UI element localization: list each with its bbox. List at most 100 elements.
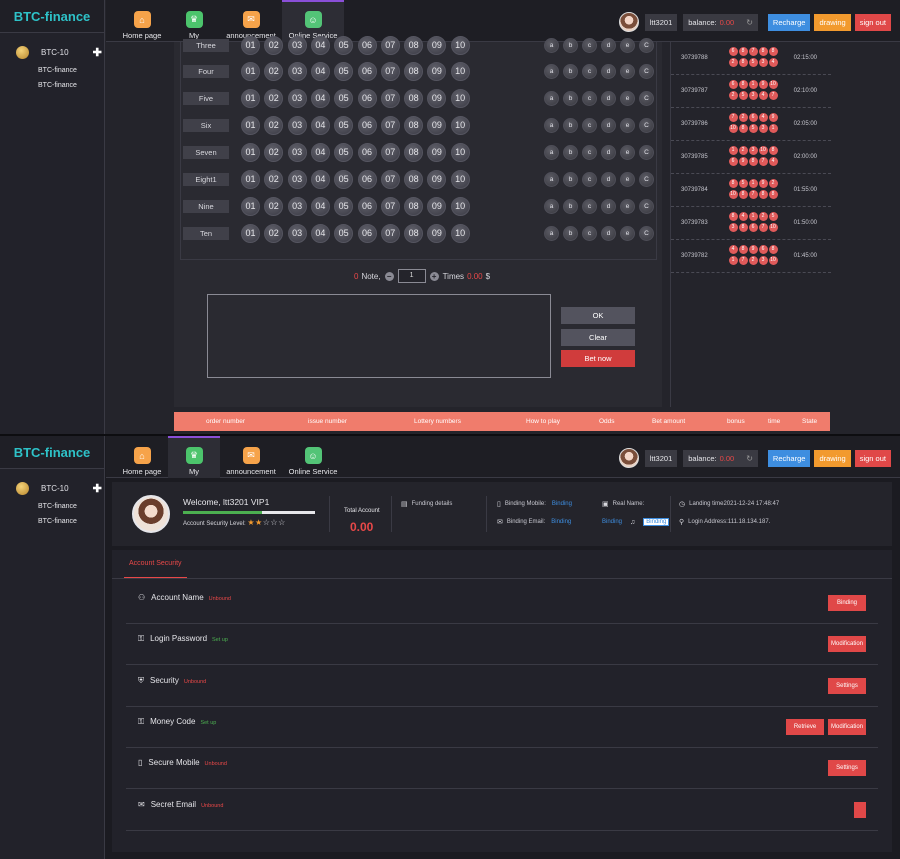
option-ball[interactable]: e bbox=[620, 64, 635, 79]
number-ball[interactable]: 01 bbox=[241, 224, 260, 243]
number-ball[interactable]: 02 bbox=[264, 143, 284, 162]
bet-textarea[interactable] bbox=[207, 294, 551, 378]
number-ball[interactable]: 05 bbox=[334, 89, 354, 108]
option-ball[interactable]: e bbox=[620, 145, 635, 160]
sidebar-item[interactable]: BTC-finance bbox=[38, 82, 77, 89]
number-ball[interactable]: 05 bbox=[334, 62, 354, 81]
option-ball[interactable]: C bbox=[639, 91, 654, 106]
times-input[interactable]: 1 bbox=[397, 269, 426, 283]
number-ball[interactable]: 02 bbox=[264, 36, 284, 55]
minus-icon[interactable]: − bbox=[384, 271, 394, 281]
number-ball[interactable]: 05 bbox=[334, 116, 354, 135]
plus-icon[interactable]: ✚ bbox=[92, 483, 102, 495]
option-ball[interactable]: b bbox=[563, 118, 578, 133]
refresh-icon[interactable]: ↻ bbox=[746, 453, 753, 463]
number-ball[interactable]: 02 bbox=[264, 89, 284, 108]
option-ball[interactable]: c bbox=[582, 172, 597, 187]
option-ball[interactable]: e bbox=[620, 226, 635, 241]
number-ball[interactable]: 04 bbox=[310, 197, 330, 216]
number-ball[interactable]: 08 bbox=[404, 89, 424, 108]
number-ball[interactable]: 10 bbox=[450, 170, 470, 189]
number-ball[interactable]: 08 bbox=[404, 36, 424, 55]
number-ball[interactable]: 04 bbox=[310, 143, 330, 162]
number-ball[interactable]: 01 bbox=[241, 197, 260, 216]
option-ball[interactable]: a bbox=[544, 145, 559, 160]
option-ball[interactable]: b bbox=[563, 91, 578, 106]
sidebar-item[interactable]: BTC-finance bbox=[38, 503, 77, 510]
number-ball[interactable]: 10 bbox=[450, 116, 470, 135]
number-ball[interactable]: 08 bbox=[404, 116, 424, 135]
number-ball[interactable]: 02 bbox=[264, 62, 284, 81]
modification-button[interactable]: Modification bbox=[828, 636, 866, 653]
number-ball[interactable]: 09 bbox=[427, 62, 447, 81]
number-ball[interactable]: 07 bbox=[380, 89, 400, 108]
username-badge[interactable]: ltt3201 bbox=[644, 13, 678, 31]
number-ball[interactable]: 07 bbox=[380, 197, 400, 216]
number-ball[interactable]: 10 bbox=[450, 143, 470, 162]
number-ball[interactable]: 06 bbox=[357, 197, 377, 216]
nav-online-service[interactable]: ☺ Online Service bbox=[282, 436, 344, 478]
number-ball[interactable]: 05 bbox=[334, 170, 354, 189]
number-ball[interactable]: 06 bbox=[357, 116, 377, 135]
drawing-button[interactable]: drawing bbox=[814, 449, 851, 467]
number-ball[interactable]: 10 bbox=[450, 224, 470, 243]
number-ball[interactable]: 03 bbox=[287, 89, 307, 108]
number-ball[interactable]: 05 bbox=[334, 197, 354, 216]
settings-button[interactable]: Settings bbox=[828, 677, 866, 694]
option-ball[interactable]: C bbox=[639, 145, 654, 160]
number-ball[interactable]: 09 bbox=[427, 116, 447, 135]
option-ball[interactable]: b bbox=[563, 64, 578, 79]
nav-my[interactable]: ♛ My bbox=[168, 436, 220, 478]
number-ball[interactable]: 02 bbox=[264, 224, 284, 243]
number-ball[interactable]: 10 bbox=[450, 89, 470, 108]
number-ball[interactable]: 01 bbox=[241, 62, 260, 81]
sidebar-group[interactable]: BTC-10 ✚ bbox=[0, 469, 104, 495]
number-ball[interactable]: 02 bbox=[264, 170, 284, 189]
number-ball[interactable]: 08 bbox=[404, 197, 424, 216]
plus-circle-icon[interactable]: + bbox=[429, 271, 439, 281]
option-ball[interactable]: e bbox=[620, 172, 635, 187]
option-ball[interactable]: b bbox=[563, 226, 578, 241]
number-ball[interactable]: 08 bbox=[404, 224, 424, 243]
number-ball[interactable]: 03 bbox=[287, 170, 307, 189]
number-ball[interactable]: 03 bbox=[287, 197, 307, 216]
number-ball[interactable]: 08 bbox=[404, 62, 424, 81]
number-ball[interactable]: 05 bbox=[334, 224, 354, 243]
option-ball[interactable]: d bbox=[601, 145, 616, 160]
number-ball[interactable]: 07 bbox=[380, 143, 400, 162]
settings-button[interactable]: Settings bbox=[828, 760, 866, 777]
number-ball[interactable]: 02 bbox=[264, 197, 284, 216]
option-ball[interactable]: C bbox=[639, 199, 654, 214]
nav-home[interactable]: ⌂ Home page bbox=[116, 0, 168, 42]
number-ball[interactable]: 04 bbox=[310, 62, 330, 81]
username-badge[interactable]: ltt3201 bbox=[644, 449, 678, 467]
number-ball[interactable]: 04 bbox=[310, 170, 330, 189]
option-ball[interactable]: e bbox=[620, 38, 635, 53]
number-ball[interactable]: 01 bbox=[241, 170, 260, 189]
number-ball[interactable]: 06 bbox=[357, 143, 377, 162]
option-ball[interactable]: a bbox=[544, 91, 559, 106]
option-ball[interactable]: d bbox=[601, 199, 616, 214]
option-ball[interactable]: b bbox=[563, 145, 578, 160]
retrieve-button[interactable]: Retrieve bbox=[786, 718, 824, 735]
qq-binding-link[interactable]: Binding bbox=[643, 518, 670, 526]
sidebar-group[interactable]: BTC-10 ✚ bbox=[0, 33, 104, 59]
number-ball[interactable]: 03 bbox=[287, 224, 307, 243]
number-ball[interactable]: 09 bbox=[427, 89, 447, 108]
number-ball[interactable]: 03 bbox=[287, 116, 307, 135]
number-ball[interactable]: 09 bbox=[427, 197, 447, 216]
modification-button[interactable]: Modification bbox=[828, 718, 866, 735]
option-ball[interactable]: c bbox=[582, 38, 597, 53]
number-ball[interactable]: 01 bbox=[241, 143, 260, 162]
option-ball[interactable]: a bbox=[544, 38, 559, 53]
number-ball[interactable]: 10 bbox=[450, 36, 470, 55]
number-ball[interactable]: 08 bbox=[404, 143, 424, 162]
number-ball[interactable]: 06 bbox=[357, 62, 377, 81]
number-ball[interactable]: 02 bbox=[264, 116, 284, 135]
number-ball[interactable]: 06 bbox=[357, 36, 377, 55]
sign-out-button[interactable]: sign out bbox=[854, 13, 891, 31]
sidebar-item[interactable]: BTC-finance bbox=[38, 518, 77, 525]
number-ball[interactable]: 09 bbox=[427, 224, 447, 243]
number-ball[interactable]: 10 bbox=[450, 62, 470, 81]
number-ball[interactable]: 01 bbox=[241, 89, 260, 108]
